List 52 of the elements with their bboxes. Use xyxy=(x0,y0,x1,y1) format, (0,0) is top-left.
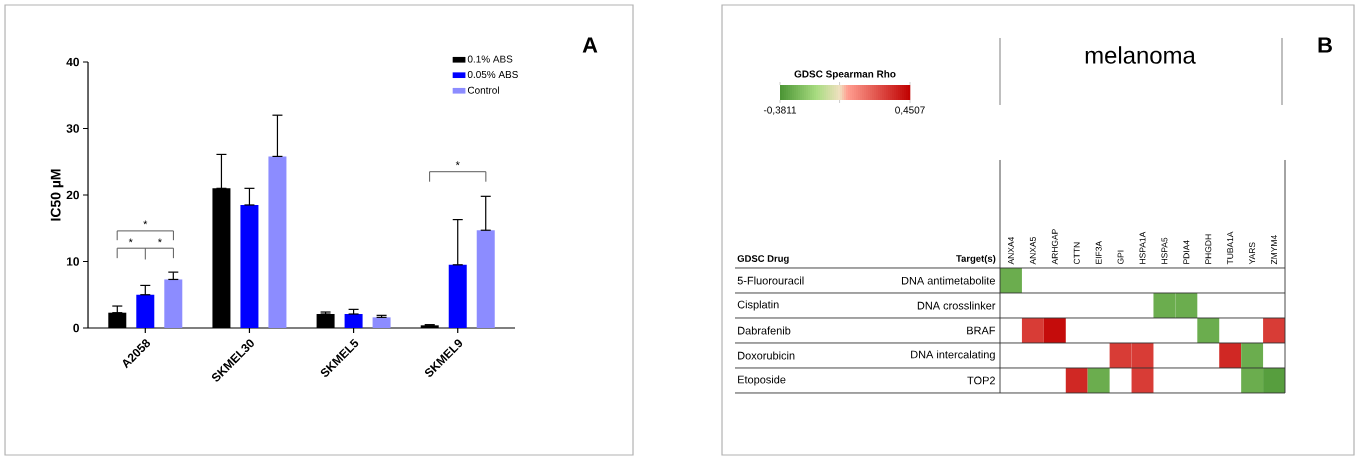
y-axis-title: IC50 µM xyxy=(50,169,64,221)
bar xyxy=(344,314,363,328)
y-tick-label: DNA antimetabolite xyxy=(901,276,995,285)
x-tick-label: CTTN xyxy=(1073,242,1080,265)
y-axis-title: Target(s) xyxy=(956,254,996,264)
annotation: * xyxy=(143,220,148,225)
x-tick-label: ANXA5 xyxy=(1029,237,1036,265)
legend-label: 0.1% ABS xyxy=(467,55,513,63)
x-tick-label: EIF3A xyxy=(1095,240,1102,264)
bar xyxy=(268,156,287,328)
x-tick-label: ANXA4 xyxy=(1008,236,1014,265)
y2-axis-title: GDSC Drug xyxy=(737,255,789,264)
x-tick-label: GPI xyxy=(1117,250,1124,265)
y-tick-label: TOP2 xyxy=(967,376,995,385)
x-tick-label: ARHGAP xyxy=(1051,229,1058,265)
y-tick-label: 0 xyxy=(73,323,79,333)
y-tick-label: DNA intercalating xyxy=(911,350,995,361)
chart-title: melanoma xyxy=(1085,46,1196,64)
x-tick-label: YARS xyxy=(1249,242,1256,265)
x-tick-label: PDIA4 xyxy=(1183,240,1190,264)
bar xyxy=(476,230,495,328)
x-tick-label: HSPA1A xyxy=(1139,231,1146,264)
x-tick-label: PHGDH xyxy=(1205,234,1212,264)
y2-tick-label: 5-Fluorouracil xyxy=(737,276,804,285)
y2-tick-label: Doxorubicin xyxy=(738,351,795,360)
x-tick-label: TUBA1A xyxy=(1227,231,1234,265)
color-bar-title: GDSC Spearman Rho xyxy=(794,70,896,80)
bar xyxy=(448,264,467,328)
y-tick-label: DNA crosslinker xyxy=(917,301,996,310)
x-tick-label: HSPA5 xyxy=(1161,237,1168,264)
legend-label: Control xyxy=(467,86,499,94)
y2-tick-label: Etoposide xyxy=(738,375,786,386)
y-tick-label: 30 xyxy=(66,124,79,133)
y-tick-label: 40 xyxy=(66,57,79,67)
bar xyxy=(136,294,155,328)
bar xyxy=(164,279,183,328)
bar xyxy=(372,317,391,328)
text: B xyxy=(1318,37,1332,53)
y-tick-label: BRAF xyxy=(967,326,996,335)
legend-label: 0.05% ABS xyxy=(467,70,518,79)
color-bar-label: -0,3811 xyxy=(763,106,797,115)
text: A xyxy=(582,37,598,53)
annotation: * xyxy=(128,238,133,243)
annotation: * xyxy=(157,238,162,243)
y-tick-label: 20 xyxy=(66,190,79,200)
annotation: * xyxy=(455,161,460,166)
y2-tick-label: Cisplatin xyxy=(737,300,779,311)
color-bar-label: 0,4507 xyxy=(895,106,925,115)
bar xyxy=(240,204,259,328)
y-tick-label: 10 xyxy=(66,257,79,266)
y2-tick-label: Dabrafenib xyxy=(738,326,791,335)
x-tick-label: ZMYM4 xyxy=(1271,235,1277,265)
